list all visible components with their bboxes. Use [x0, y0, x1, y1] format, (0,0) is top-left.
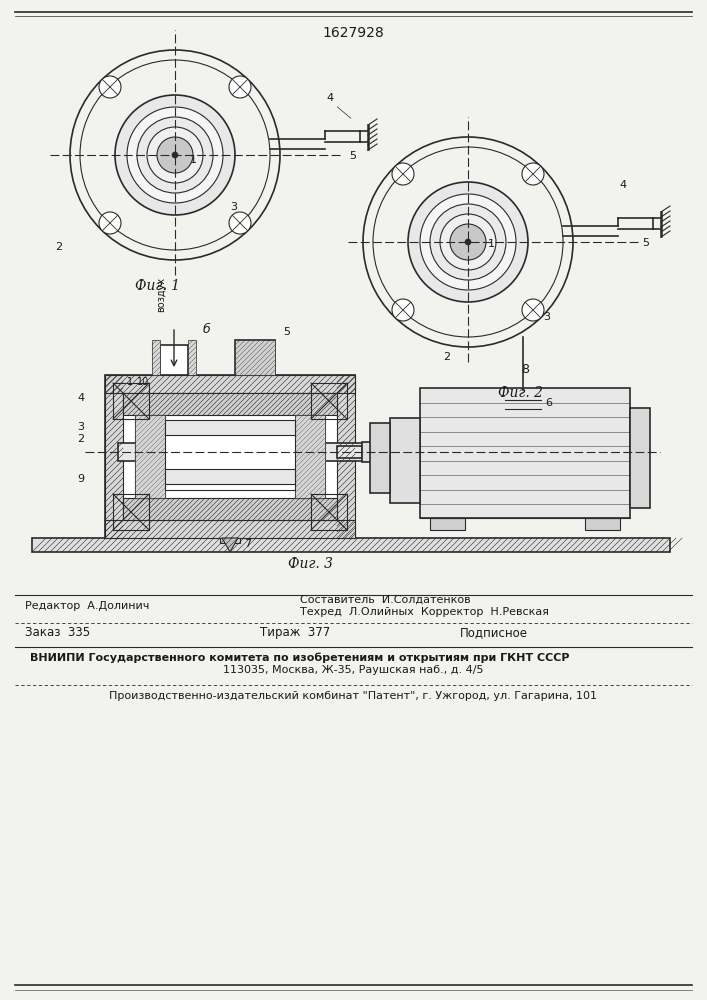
Text: 1: 1	[190, 155, 197, 165]
Text: Подписное: Подписное	[460, 626, 528, 639]
Text: 3: 3	[230, 202, 237, 212]
Bar	[362, 442, 382, 462]
Bar	[311, 494, 347, 530]
Text: 10: 10	[137, 377, 149, 387]
Bar	[135, 415, 165, 498]
Bar	[337, 446, 362, 458]
Text: Заказ  335: Заказ 335	[25, 626, 90, 639]
Bar	[430, 518, 465, 530]
Text: 1627928: 1627928	[322, 26, 384, 40]
Circle shape	[157, 137, 193, 173]
Text: 8: 8	[521, 363, 529, 376]
Bar	[105, 520, 355, 538]
Text: Фиг. 1: Фиг. 1	[135, 279, 180, 293]
Text: 6: 6	[545, 398, 552, 408]
Text: Фиг. 3: Фиг. 3	[288, 557, 332, 571]
Text: 113035, Москва, Ж-35, Раушская наб., д. 4/5: 113035, Москва, Ж-35, Раушская наб., д. …	[223, 665, 484, 675]
Bar	[420, 388, 630, 518]
Circle shape	[127, 107, 223, 203]
Text: 2: 2	[55, 242, 62, 252]
Circle shape	[392, 299, 414, 321]
Text: ВНИИПИ Государственного комитета по изобретениям и открытиям при ГКНТ СССР: ВНИИПИ Государственного комитета по изоб…	[30, 652, 570, 663]
Text: воздух: воздух	[156, 277, 166, 312]
Text: 2: 2	[443, 352, 450, 362]
Bar	[220, 538, 240, 543]
Bar	[630, 408, 650, 508]
Circle shape	[420, 194, 516, 290]
Bar	[295, 415, 325, 498]
Polygon shape	[222, 538, 238, 552]
Circle shape	[172, 152, 178, 158]
Circle shape	[440, 214, 496, 270]
Bar	[118, 442, 422, 460]
Bar	[505, 390, 541, 418]
Bar	[382, 444, 407, 460]
Bar	[152, 340, 160, 375]
Bar	[390, 418, 420, 503]
Circle shape	[229, 212, 251, 234]
Circle shape	[408, 182, 528, 302]
Text: 4: 4	[77, 393, 84, 403]
Bar	[295, 415, 325, 498]
Circle shape	[430, 204, 506, 280]
Text: 9: 9	[77, 474, 84, 484]
Bar	[165, 420, 295, 434]
Bar	[105, 375, 123, 538]
Text: 7: 7	[244, 539, 251, 549]
Bar	[235, 340, 275, 375]
Bar	[123, 498, 337, 520]
Bar	[370, 423, 390, 493]
Bar	[32, 538, 670, 552]
Text: 4: 4	[327, 93, 334, 103]
Circle shape	[229, 76, 251, 98]
Text: 2: 2	[77, 434, 84, 444]
Bar	[235, 340, 275, 375]
Bar	[585, 518, 620, 530]
Circle shape	[137, 117, 213, 193]
Text: б: б	[203, 323, 211, 336]
Circle shape	[522, 299, 544, 321]
Text: Фиг. 2: Фиг. 2	[498, 386, 543, 400]
Text: 5: 5	[349, 151, 356, 161]
Text: Редактор  А.Долинич: Редактор А.Долинич	[25, 601, 149, 611]
Bar	[337, 375, 355, 538]
Circle shape	[392, 163, 414, 185]
Bar	[123, 393, 337, 415]
Bar	[165, 468, 295, 484]
Text: Производственно-издательский комбинат "Патент", г. Ужгород, ул. Гагарина, 101: Производственно-издательский комбинат "П…	[109, 691, 597, 701]
Text: Тираж  377: Тираж 377	[260, 626, 330, 639]
Bar	[113, 383, 149, 419]
Circle shape	[115, 95, 235, 215]
Text: Составитель  И.Солдатенков: Составитель И.Солдатенков	[300, 595, 471, 605]
Circle shape	[147, 127, 203, 183]
Text: 1: 1	[127, 377, 133, 387]
Bar	[135, 415, 165, 498]
Bar	[105, 375, 355, 393]
Text: Техред  Л.Олийных  Корректор  Н.Ревская: Техред Л.Олийных Корректор Н.Ревская	[300, 607, 549, 617]
Bar	[188, 340, 196, 375]
Bar	[113, 494, 149, 530]
Text: 3: 3	[77, 422, 84, 432]
Text: 3: 3	[543, 312, 550, 322]
Bar	[311, 383, 347, 419]
Text: 5: 5	[643, 238, 650, 248]
Bar	[105, 375, 355, 538]
Bar	[160, 345, 188, 375]
Circle shape	[99, 76, 121, 98]
Circle shape	[522, 163, 544, 185]
Circle shape	[465, 239, 471, 245]
Circle shape	[450, 224, 486, 260]
Bar	[165, 423, 295, 490]
Text: 4: 4	[619, 180, 626, 190]
Circle shape	[99, 212, 121, 234]
Text: 5: 5	[283, 327, 290, 337]
Text: 1: 1	[488, 239, 495, 249]
